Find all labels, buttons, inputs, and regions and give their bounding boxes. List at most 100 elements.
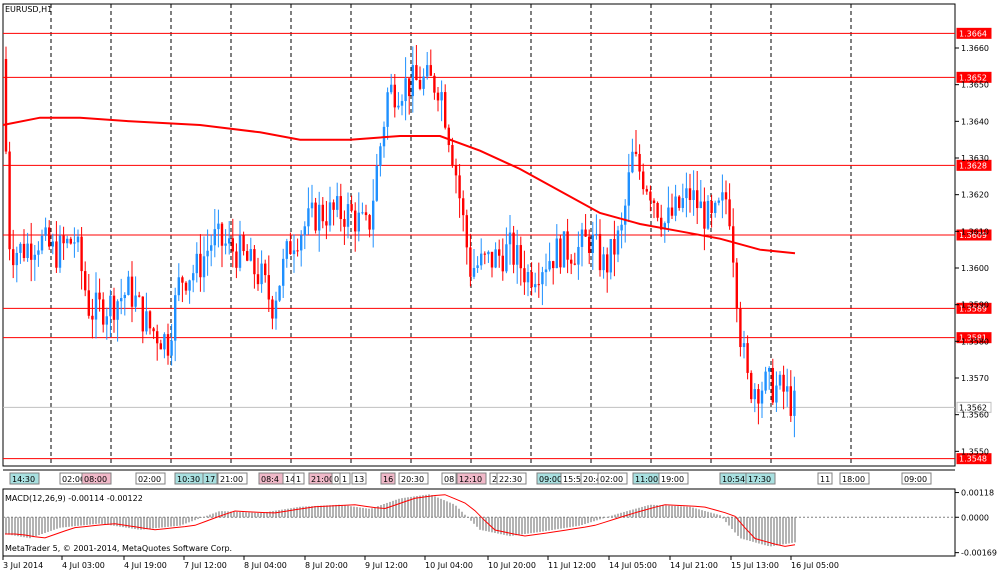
trade-marker-label: 20:4 — [583, 475, 601, 484]
price-tick-label: 1.3630 — [961, 154, 989, 163]
candle-bear — [642, 171, 645, 190]
candle-bull — [793, 390, 796, 416]
trade-marker-label: 13 — [354, 475, 364, 484]
candle-bull — [472, 267, 476, 277]
candle-bear — [469, 247, 472, 277]
price-tick-label: 1.3580 — [961, 337, 989, 346]
time-tick-label: 3 Jul 2014 — [3, 561, 43, 570]
candle-bear — [246, 251, 249, 261]
level-tag-label: 1.3548 — [959, 455, 987, 464]
trade-marker-label: 08 — [444, 475, 454, 484]
trade-marker-label: 16 — [383, 475, 393, 484]
candle-bull — [195, 253, 198, 274]
candle-bear — [55, 241, 58, 268]
candle-bear — [519, 245, 522, 269]
candle-bull — [300, 235, 303, 251]
candle-bear — [552, 261, 555, 269]
trade-marker — [441, 472, 457, 485]
candle-bull — [217, 223, 220, 230]
candle-bear — [771, 368, 774, 403]
level-tag — [956, 71, 992, 83]
horizontal-levels: 1.36641.36521.36281.36091.35891.35811.35… — [3, 27, 992, 465]
time-tick-label: 8 Jul 04:00 — [244, 561, 287, 570]
candle-bull — [163, 334, 166, 350]
price-tick-label: 1.3660 — [961, 44, 989, 53]
level-tag-label: 1.3652 — [959, 73, 987, 82]
candle-bull — [422, 76, 425, 89]
candle-bull — [580, 229, 584, 247]
price-axis: 1.36601.36501.36401.36301.36201.36101.36… — [955, 44, 997, 558]
candle-bull — [278, 285, 281, 301]
macd-tick-label: 0.00118 — [961, 489, 994, 498]
candle-bull — [37, 250, 40, 255]
candle-bull — [591, 234, 594, 253]
candle-bull — [544, 269, 548, 273]
trade-marker-label: 19:00 — [661, 475, 684, 484]
candle-bull — [714, 202, 717, 213]
trade-marker-label: 11 — [820, 475, 830, 484]
candle-bull — [627, 172, 630, 206]
candle-bear — [444, 92, 447, 128]
time-tick-label: 7 Jul 12:00 — [184, 561, 227, 570]
candle-bear — [12, 249, 15, 266]
candle-bear — [710, 200, 713, 213]
candle-bull — [44, 227, 47, 236]
time-tick-label: 16 Jul 05:00 — [791, 561, 839, 570]
trade-marker — [597, 472, 628, 485]
candle-bear — [84, 271, 87, 291]
macd-tick-label: 0.0000 — [961, 513, 989, 522]
candle-bull — [274, 300, 278, 319]
candle-bull — [224, 243, 227, 246]
candle-bear — [141, 296, 144, 332]
level-tag-label: 1.3609 — [959, 231, 987, 240]
candle-bull — [357, 212, 360, 232]
candle-bear — [69, 238, 72, 244]
candle-bear — [408, 78, 411, 97]
level-tag — [956, 159, 992, 171]
candle-bear — [490, 251, 494, 268]
candle-bear — [634, 151, 638, 154]
candle-bull — [73, 242, 76, 244]
trade-marker — [901, 472, 932, 485]
candle-bull — [516, 245, 519, 265]
candle-bear — [584, 229, 587, 237]
candle-bull — [33, 254, 36, 260]
trade-marker — [380, 472, 396, 485]
candle-bear — [670, 207, 674, 216]
candle-bear — [325, 221, 328, 226]
candle-bull — [487, 251, 490, 255]
candle-bull — [609, 238, 612, 273]
candle-bull — [742, 343, 746, 348]
candle-bear — [8, 151, 11, 250]
trade-marker-label: 09:00 — [539, 475, 562, 484]
candle-bull — [145, 311, 148, 332]
candle-bear — [724, 192, 728, 200]
candle-bull — [177, 277, 180, 296]
candle-bear — [102, 299, 105, 325]
candle-bear — [98, 292, 101, 300]
candle-bull — [411, 65, 414, 97]
candle-bear — [735, 262, 738, 309]
candle-bull — [753, 389, 756, 400]
candle-bear — [429, 65, 432, 76]
candle-bear — [645, 189, 648, 192]
candle-bull — [404, 78, 407, 102]
level-tag — [956, 27, 992, 39]
candle-bear — [418, 80, 422, 89]
candle-bear — [350, 204, 353, 211]
candle-bear — [220, 223, 224, 246]
candle-bear — [559, 238, 562, 268]
candle-bear — [688, 188, 692, 200]
candle-bear — [462, 198, 465, 216]
trade-marker-label: 10:54 — [722, 475, 745, 484]
candle-bull — [76, 236, 80, 243]
candle-bull — [555, 238, 558, 269]
candle-bear — [48, 227, 51, 247]
candle-bull — [174, 295, 177, 341]
candle-bear — [87, 290, 90, 316]
trade-marker-label: 08:00 — [84, 475, 107, 484]
trade-marker — [135, 472, 166, 485]
candle-bear — [458, 175, 461, 199]
candle-bear — [91, 315, 94, 320]
